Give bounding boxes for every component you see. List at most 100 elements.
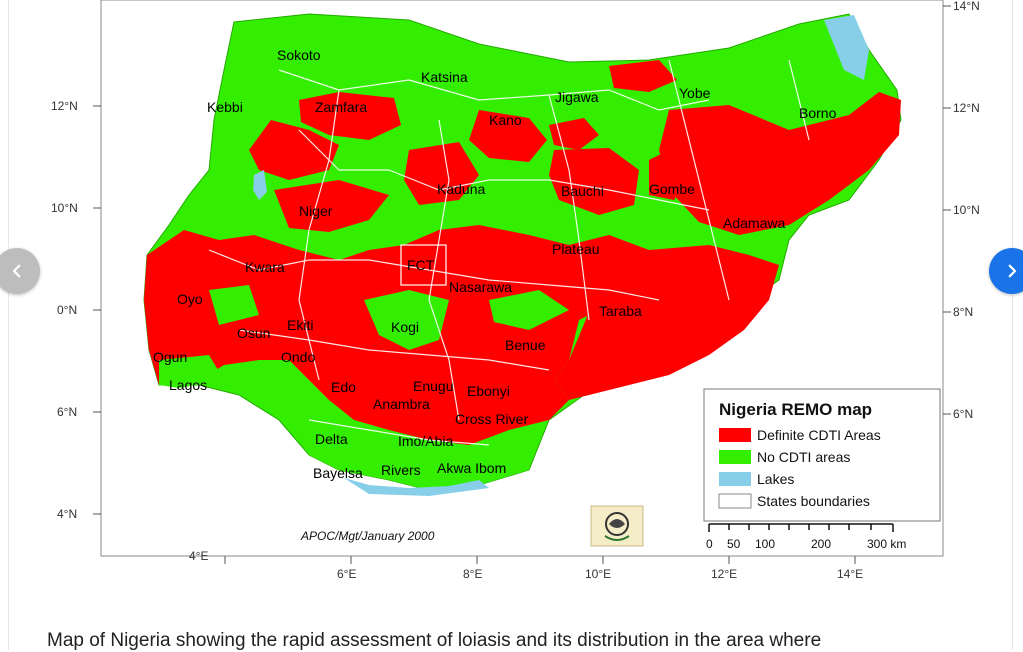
state-label-ondo: Ondo (281, 349, 315, 365)
lat-label-right-12: 12°N (953, 101, 980, 115)
lon-label-14: 14°E (837, 567, 863, 581)
cdti-area-west-strip (249, 120, 339, 180)
state-label-katsina: Katsina (421, 69, 468, 85)
legend-swatch-0 (719, 428, 751, 442)
state-label-fct: FCT (407, 257, 435, 273)
no-cdti-patch-oyo (209, 285, 259, 325)
legend-label-3: States boundaries (757, 493, 870, 509)
state-label-oyo: Oyo (177, 291, 203, 307)
chevron-right-icon (1008, 264, 1017, 278)
scale-tick-100: 100 (755, 537, 775, 551)
nigeria-remo-map: Sokoto Katsina Kebbi Zamfara Jigawa Yobe Borno… (51, 0, 980, 581)
lon-label-12: 12°E (711, 567, 737, 581)
lon-label-8: 8°E (463, 567, 482, 581)
legend-label-1: No CDTI areas (757, 449, 850, 465)
legend-swatch-3 (718, 493, 752, 509)
figure-caption: Map of Nigeria showing the rapid assessm… (47, 630, 822, 651)
legend-swatch-2 (719, 472, 751, 486)
no-cdti-patch-kogi (364, 290, 449, 350)
map-credit: APOC/Mgt/January 2000 (300, 529, 435, 543)
previous-button[interactable] (0, 248, 40, 294)
figure-frame: Sokoto Katsina Kebbi Zamfara Jigawa Yobe Borno… (8, 0, 1013, 651)
graticule-ticks (93, 5, 951, 564)
scale-tick-50: 50 (727, 537, 741, 551)
lat-label-left-0: 0°N (57, 303, 77, 317)
state-label-osun: Osun (237, 325, 270, 341)
scale-tick-300: 300 km (867, 537, 906, 551)
scale-tick-200: 200 (811, 537, 831, 551)
lat-label-right-10: 10°N (953, 203, 980, 217)
state-label-jigawa: Jigawa (555, 89, 599, 105)
lat-label-left-10: 10°N (51, 201, 78, 215)
lat-label-right-6: 6°N (953, 407, 973, 421)
lat-label-right-8: 8°N (953, 305, 973, 319)
state-label-zamfara: Zamfara (315, 99, 367, 115)
state-label-gombe: Gombe (649, 181, 695, 197)
cdti-area-northeast (659, 92, 901, 235)
lon-label-4: 4°E (189, 549, 208, 563)
state-label-benue: Benue (505, 337, 546, 353)
state-label-borno: Borno (799, 105, 837, 121)
scale-bar: 0 50 100 200 300 km (706, 523, 906, 551)
state-boundaries (208, 59, 810, 446)
chevron-left-icon (12, 264, 21, 278)
state-label-rivers: Rivers (381, 462, 421, 478)
cdti-area-east (554, 245, 779, 400)
map-legend: Nigeria REMO map Definite CDTI Areas No C… (703, 388, 941, 522)
state-label-cross-river: Cross River (455, 411, 528, 427)
cdti-area-zamfara (299, 92, 401, 140)
state-label-anambra: Anambra (373, 396, 430, 412)
state-label-lagos: Lagos (169, 377, 207, 393)
next-button[interactable] (989, 248, 1023, 294)
lake-coast (344, 478, 489, 496)
state-label-akwa-ibom: Akwa Ibom (437, 460, 506, 476)
legend-label-2: Lakes (757, 471, 794, 487)
no-cdti-patch-benue (489, 290, 569, 330)
lat-label-left-6: 6°N (57, 405, 77, 419)
legend-title: Nigeria REMO map (719, 400, 872, 419)
cdti-area-yobe (609, 60, 677, 92)
state-label-kwara: Kwara (245, 259, 285, 275)
lat-label-left-12: 12°N (51, 99, 78, 113)
apoc-emblem-icon (590, 505, 644, 547)
lon-label-10: 10°E (585, 567, 611, 581)
state-label-kogi: Kogi (391, 319, 419, 335)
fct-boundary (400, 244, 447, 286)
lat-label-right-14: 14°N (953, 0, 980, 13)
cdti-area-kano (469, 110, 547, 162)
legend-label-0: Definite CDTI Areas (757, 427, 881, 443)
no-cdti-patch-lagos (159, 355, 224, 388)
state-label-plateau: Plateau (552, 241, 599, 257)
cdti-area-bauchi (549, 148, 639, 215)
state-label-ekiti: Ekiti (287, 317, 313, 333)
cdti-area-gombe (649, 150, 689, 200)
cdti-area-kaduna (404, 142, 479, 205)
no-cdti-patch-coast (289, 405, 534, 490)
no-cdti-patches (159, 285, 569, 490)
state-label-delta: Delta (315, 431, 348, 447)
state-label-imo-abia: Imo/Abia (398, 433, 453, 449)
state-label-sokoto: Sokoto (277, 47, 321, 63)
state-label-adamawa: Adamawa (723, 215, 785, 231)
lake-kainji (253, 170, 267, 200)
legend-swatch-1 (719, 450, 751, 464)
state-label-kano: Kano (489, 112, 522, 128)
state-label-kebbi: Kebbi (207, 99, 243, 115)
state-label-ebonyi: Ebonyi (467, 383, 510, 399)
state-label-kaduna: Kaduna (437, 181, 485, 197)
state-label-nasarawa: Nasarawa (449, 279, 512, 295)
state-label-niger: Niger (299, 203, 333, 219)
state-label-bayelsa: Bayelsa (313, 465, 363, 481)
cdti-area-niger (274, 180, 389, 232)
state-label-edo: Edo (331, 379, 356, 395)
scale-tick-0: 0 (706, 537, 713, 551)
state-label-taraba: Taraba (599, 303, 642, 319)
lakes (253, 15, 869, 496)
lake-chad (824, 15, 869, 80)
lat-label-left-4: 4°N (57, 507, 77, 521)
state-label-bauchi: Bauchi (561, 183, 604, 199)
state-label-ogun: Ogun (153, 349, 187, 365)
state-labels: Sokoto Katsina Kebbi Zamfara Jigawa Yobe Borno… (153, 47, 837, 481)
state-label-enugu: Enugu (413, 378, 453, 394)
state-label-yobe: Yobe (679, 85, 711, 101)
